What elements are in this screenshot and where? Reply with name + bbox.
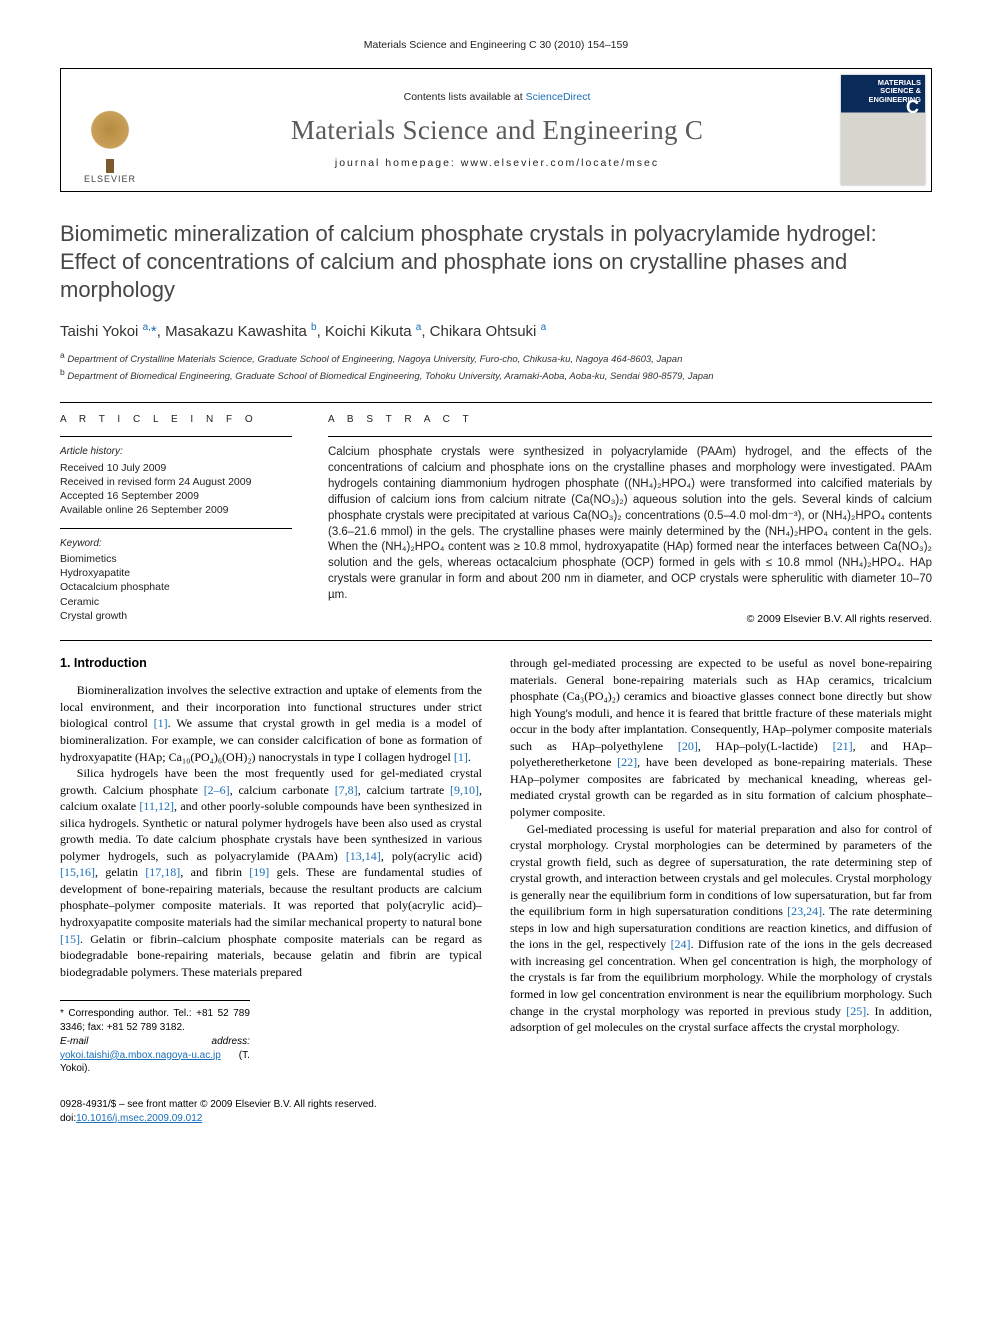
history-item: Accepted 16 September 2009 — [60, 489, 292, 503]
keywords-body: BiomimeticsHydroxyapatiteOctacalcium pho… — [60, 552, 292, 623]
banner-right: MATERIALS SCIENCE & ENGINEERING C — [835, 69, 931, 191]
cover-letter: C — [906, 95, 919, 119]
running-header: Materials Science and Engineering C 30 (… — [60, 38, 932, 52]
paragraph-2: Silica hydrogels have been the most freq… — [60, 765, 482, 980]
divider-info-2 — [60, 528, 292, 529]
doi-label: doi: — [60, 1113, 76, 1124]
affiliation-a: a Department of Crystalline Materials Sc… — [60, 350, 932, 367]
paragraph-1: Biomineralization involves the selective… — [60, 682, 482, 765]
abstract-copyright: © 2009 Elsevier B.V. All rights reserved… — [328, 612, 932, 626]
abstract-heading: A B S T R A C T — [328, 413, 932, 427]
correspondence-block: * Corresponding author. Tel.: +81 52 789… — [60, 1000, 250, 1076]
keyword-item: Crystal growth — [60, 609, 292, 623]
corresponding-email-link[interactable]: yokoi.taishi@a.mbox.nagoya-u.ac.jp — [60, 1050, 221, 1061]
keyword-item: Hydroxyapatite — [60, 566, 292, 580]
journal-homepage: journal homepage: www.elsevier.com/locat… — [335, 156, 659, 170]
history-item: Received in revised form 24 August 2009 — [60, 475, 292, 489]
journal-banner: ELSEVIER Contents lists available at Sci… — [60, 68, 932, 192]
correspondence-line2: E-mail address: yokoi.taishi@a.mbox.nago… — [60, 1035, 250, 1076]
keyword-item: Octacalcium phosphate — [60, 580, 292, 594]
abstract-block: A B S T R A C T Calcium phosphate crysta… — [328, 413, 932, 626]
affiliations: a Department of Crystalline Materials Sc… — [60, 350, 932, 384]
history-item: Available online 26 September 2009 — [60, 503, 292, 517]
elsevier-label: ELSEVIER — [84, 173, 136, 185]
banner-left: ELSEVIER — [61, 69, 159, 191]
abstract-text: Calcium phosphate crystals were synthesi… — [328, 445, 932, 604]
elsevier-tree-icon — [83, 105, 137, 167]
meta-row: A R T I C L E I N F O Article history: R… — [60, 413, 932, 626]
correspondence-line1: * Corresponding author. Tel.: +81 52 789… — [60, 1007, 250, 1035]
body-columns: 1. Introduction Biomineralization involv… — [60, 655, 932, 1076]
footer-doi: doi:10.1016/j.msec.2009.09.012 — [60, 1112, 932, 1126]
history-body: Received 10 July 2009Received in revised… — [60, 461, 292, 518]
elsevier-logo: ELSEVIER — [73, 97, 147, 185]
journal-name: Materials Science and Engineering C — [291, 112, 703, 148]
section-heading: 1. Introduction — [60, 655, 482, 672]
paragraph-4: Gel-mediated processing is useful for ma… — [510, 821, 932, 1036]
divider-bottom — [60, 640, 932, 641]
affiliation-b-text: Department of Biomedical Engineering, Gr… — [67, 371, 713, 382]
article-info-block: A R T I C L E I N F O Article history: R… — [60, 413, 292, 626]
history-item: Received 10 July 2009 — [60, 461, 292, 475]
email-label: E-mail address: — [60, 1036, 250, 1047]
history-label: Article history: — [60, 445, 292, 459]
article-title: Biomimetic mineralization of calcium pho… — [60, 220, 932, 304]
author-list: Taishi Yokoi a,*, Masakazu Kawashita b, … — [60, 321, 932, 342]
footer-line1: 0928-4931/$ – see front matter © 2009 El… — [60, 1098, 932, 1112]
keywords-label: Keyword: — [60, 537, 292, 551]
article-info-heading: A R T I C L E I N F O — [60, 413, 292, 427]
contents-line: Contents lists available at ScienceDirec… — [404, 90, 591, 104]
divider-info-1 — [60, 436, 292, 437]
keyword-item: Biomimetics — [60, 552, 292, 566]
banner-center: Contents lists available at ScienceDirec… — [159, 69, 835, 191]
journal-cover-thumbnail: MATERIALS SCIENCE & ENGINEERING C — [841, 75, 925, 185]
divider-top — [60, 402, 932, 403]
contents-prefix: Contents lists available at — [404, 91, 526, 103]
divider-abstract — [328, 436, 932, 437]
sciencedirect-link[interactable]: ScienceDirect — [526, 91, 591, 103]
footer: 0928-4931/$ – see front matter © 2009 El… — [60, 1098, 932, 1125]
paragraph-3: through gel-mediated processing are expe… — [510, 655, 932, 820]
affiliation-a-text: Department of Crystalline Materials Scie… — [67, 354, 682, 365]
affiliation-b: b Department of Biomedical Engineering, … — [60, 367, 932, 384]
keyword-item: Ceramic — [60, 595, 292, 609]
doi-link[interactable]: 10.1016/j.msec.2009.09.012 — [76, 1113, 202, 1124]
